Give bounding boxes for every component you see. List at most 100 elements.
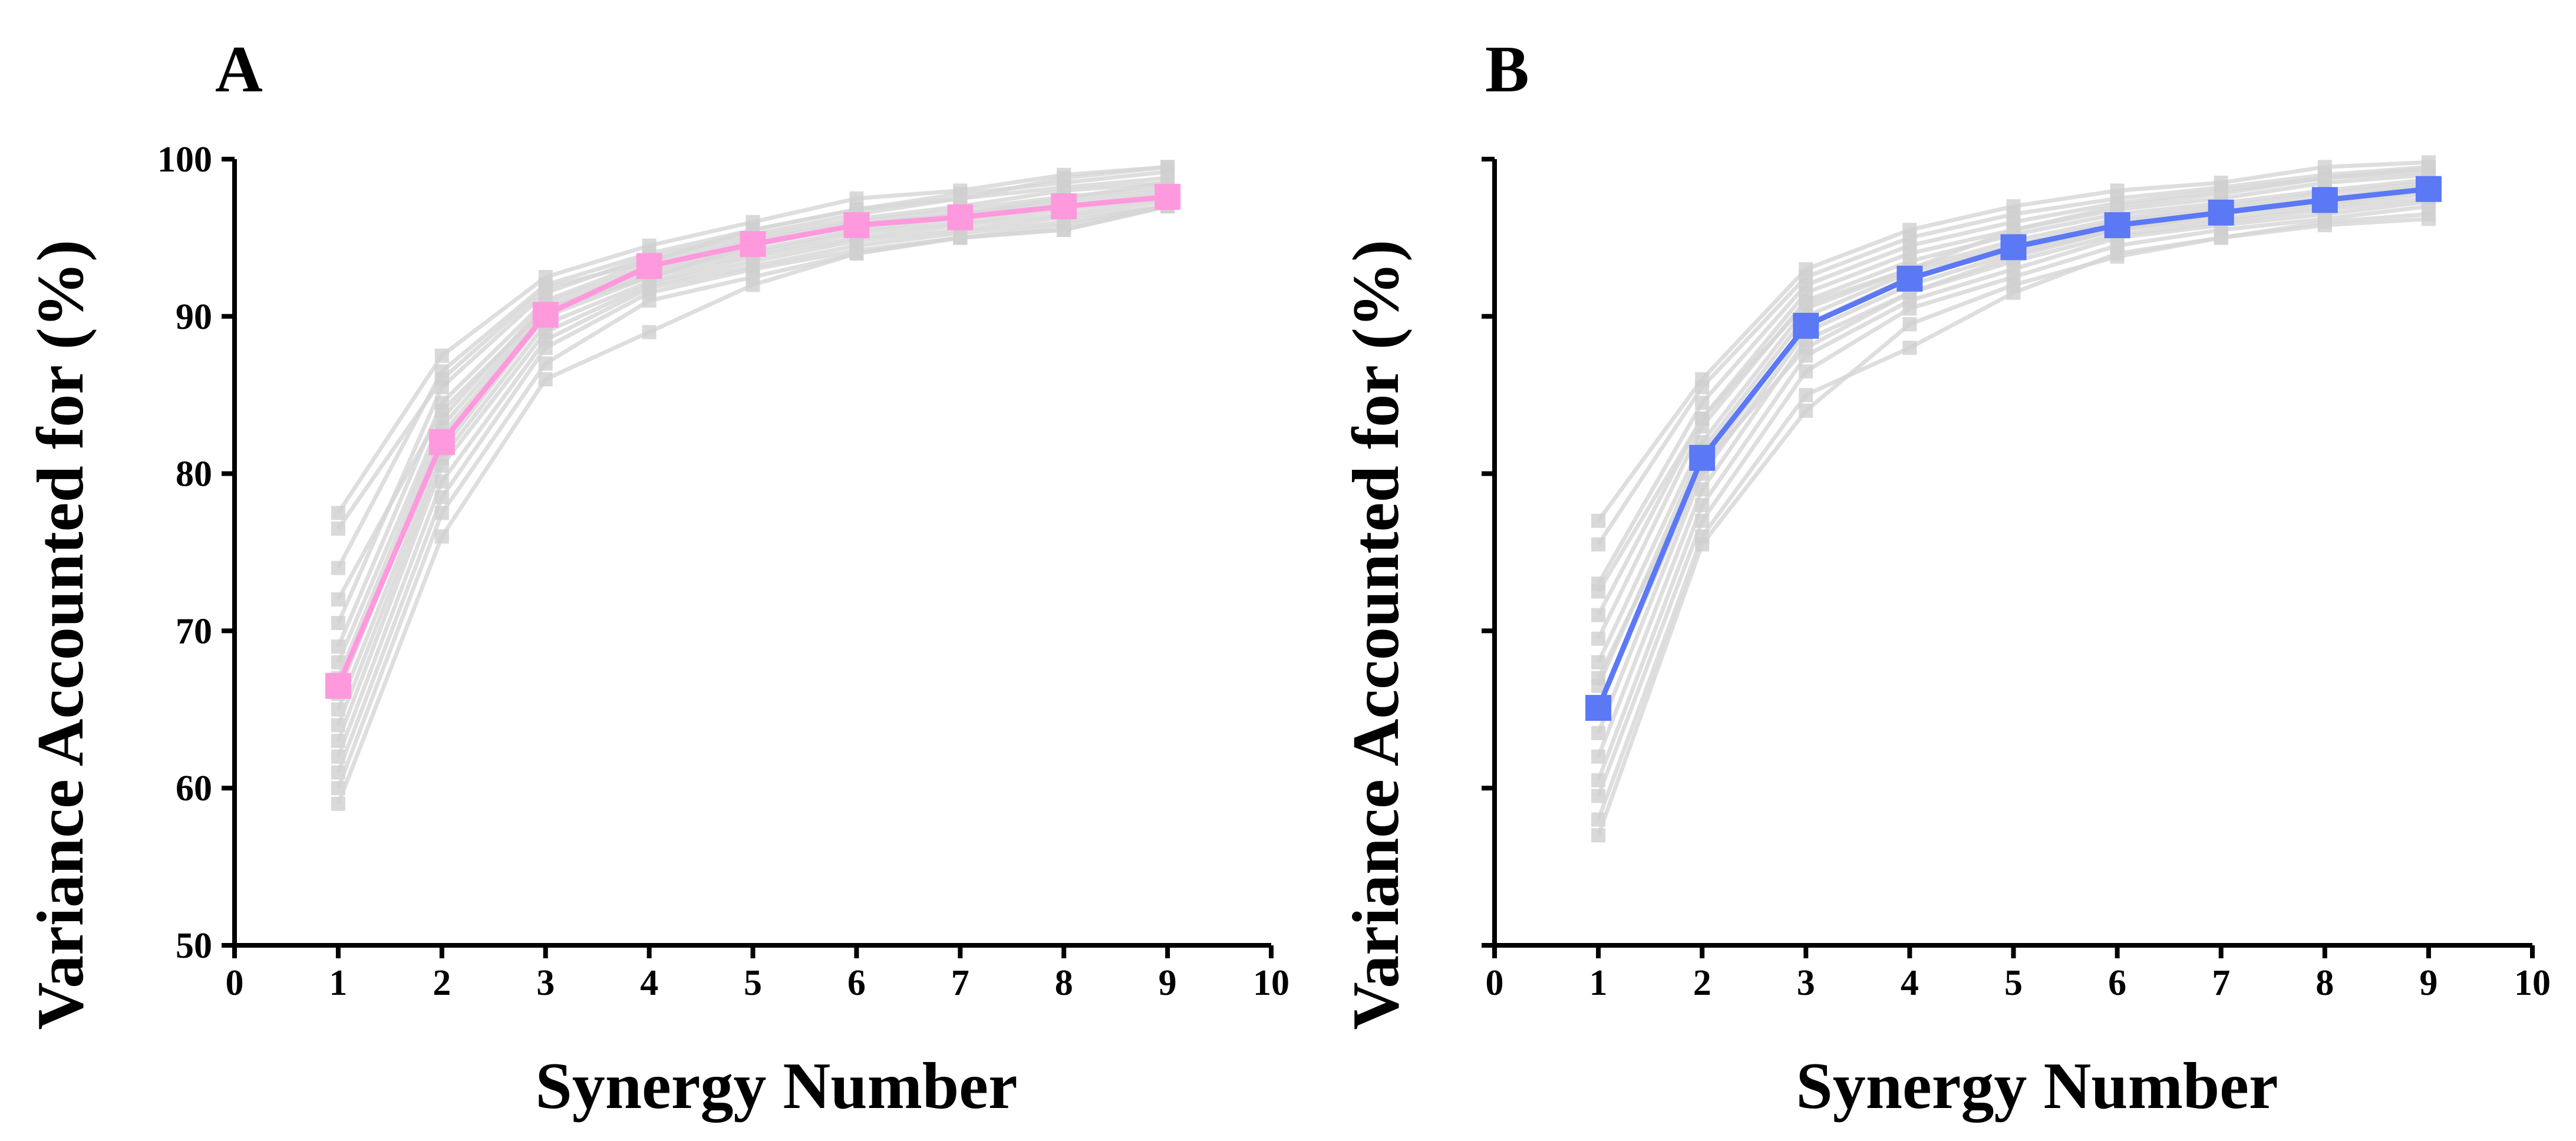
mean-marker <box>1793 312 1819 339</box>
mean-marker <box>532 302 559 328</box>
subject-marker <box>1591 584 1606 599</box>
panel-label: B <box>1485 33 1529 106</box>
subject-marker <box>434 474 449 489</box>
mean-marker <box>1051 193 1077 220</box>
x-tick-label: 0 <box>226 963 244 1003</box>
subject-marker <box>538 372 553 387</box>
subject-marker <box>849 246 864 261</box>
subject-marker <box>1799 296 1813 311</box>
subject-marker <box>2421 212 2436 226</box>
mean-marker <box>2104 212 2130 239</box>
subject-marker <box>2317 171 2332 186</box>
subject-marker <box>331 796 345 811</box>
subject-marker <box>1160 160 1175 174</box>
mean-marker <box>2000 234 2027 260</box>
subject-marker <box>434 529 449 544</box>
subject-marker <box>1057 171 1071 186</box>
subject-marker <box>1695 380 1710 394</box>
subject-marker <box>642 294 657 308</box>
x-axis-title: Synergy Number <box>1796 1050 2278 1123</box>
x-tick-label: 0 <box>1486 963 1504 1003</box>
mean-marker <box>1155 184 1181 210</box>
subject-marker <box>1591 608 1606 622</box>
subject-marker <box>538 341 553 355</box>
subject-marker <box>953 191 968 206</box>
subject-marker <box>434 348 449 363</box>
subject-marker <box>434 506 449 520</box>
mean-marker <box>428 429 455 456</box>
subject-marker <box>642 325 657 339</box>
subject-marker <box>2006 278 2021 292</box>
x-tick-label: 2 <box>433 963 451 1003</box>
y-axis-title: Variance Accounted for (%) <box>1340 240 1413 1030</box>
subject-marker <box>1591 726 1606 740</box>
x-tick-label: 1 <box>329 963 347 1003</box>
subject-line <box>336 204 1168 789</box>
x-tick-label: 4 <box>1901 963 1919 1003</box>
subject-marker <box>1591 789 1606 803</box>
subject-marker <box>1695 395 1710 410</box>
subject-marker <box>953 230 968 245</box>
subject-marker <box>1695 497 1710 512</box>
subject-line <box>336 204 1168 805</box>
subject-marker <box>331 521 345 536</box>
subject-marker <box>1799 364 1813 379</box>
x-tick-label: 6 <box>2108 963 2126 1003</box>
subject-marker <box>2317 218 2332 233</box>
x-tick-label: 2 <box>1693 963 1711 1003</box>
subject-marker <box>1057 223 1071 238</box>
y-axis-title: Variance Accounted for (%) <box>24 240 97 1030</box>
subject-marker <box>2214 186 2228 201</box>
y-tick-label: 60 <box>176 769 212 809</box>
subject-marker <box>1591 631 1606 646</box>
subject-marker <box>1902 317 1917 332</box>
x-tick-label: 7 <box>2212 963 2230 1003</box>
x-tick-label: 5 <box>744 963 762 1003</box>
subject-marker <box>1695 411 1710 426</box>
subject-marker <box>1591 513 1606 528</box>
subject-marker <box>331 560 345 575</box>
x-tick-label: 1 <box>1589 963 1608 1003</box>
x-tick-label: 10 <box>2514 963 2551 1003</box>
panel-label: A <box>215 33 263 106</box>
subject-marker <box>746 278 760 292</box>
mean-marker <box>2311 187 2338 213</box>
subject-marker <box>1902 341 1917 355</box>
mean-marker <box>1689 444 1716 471</box>
subject-series-group <box>331 160 1175 811</box>
subject-line <box>1596 216 2429 836</box>
panel-a: A 50 60 70 80 90 100 0 1 2 3 4 5 6 7 8 9 10 Synergy Number… <box>24 33 1289 1123</box>
subject-marker <box>538 356 553 371</box>
subject-marker <box>434 403 449 418</box>
mean-series-group <box>325 184 1181 699</box>
y-tick-label: 100 <box>157 140 212 180</box>
x-tick-label: 5 <box>2004 963 2023 1003</box>
subject-marker <box>1799 403 1813 418</box>
y-tick-label: 50 <box>176 926 212 966</box>
subject-marker <box>434 459 449 473</box>
subject-marker <box>2421 161 2436 176</box>
x-tick-label: 8 <box>2316 963 2334 1003</box>
mean-marker <box>1585 695 1612 721</box>
x-tick-label: 10 <box>1253 963 1289 1003</box>
mean-marker <box>947 204 974 230</box>
x-axis-title: Synergy Number <box>535 1050 1017 1123</box>
subject-marker <box>434 372 449 387</box>
x-tick-label: 4 <box>640 963 658 1003</box>
subject-marker <box>331 616 345 631</box>
x-tick-label: 3 <box>1797 963 1815 1003</box>
subject-marker <box>434 490 449 504</box>
panel-b: B 0 1 2 3 4 5 6 7 8 9 10 Synergy Number Variance Acco… <box>1340 33 2551 1123</box>
subject-marker <box>1591 671 1606 685</box>
subject-marker <box>2214 230 2228 245</box>
subject-marker <box>1799 341 1813 355</box>
mean-series-group <box>1585 176 2442 721</box>
subject-marker <box>538 281 553 295</box>
subject-marker <box>331 506 345 520</box>
mean-marker <box>636 253 662 279</box>
y-tick-label: 80 <box>176 454 212 494</box>
x-tick-label: 3 <box>536 963 555 1003</box>
subject-marker <box>1902 301 1917 316</box>
mean-marker <box>843 212 870 239</box>
mean-marker <box>1896 265 1923 292</box>
